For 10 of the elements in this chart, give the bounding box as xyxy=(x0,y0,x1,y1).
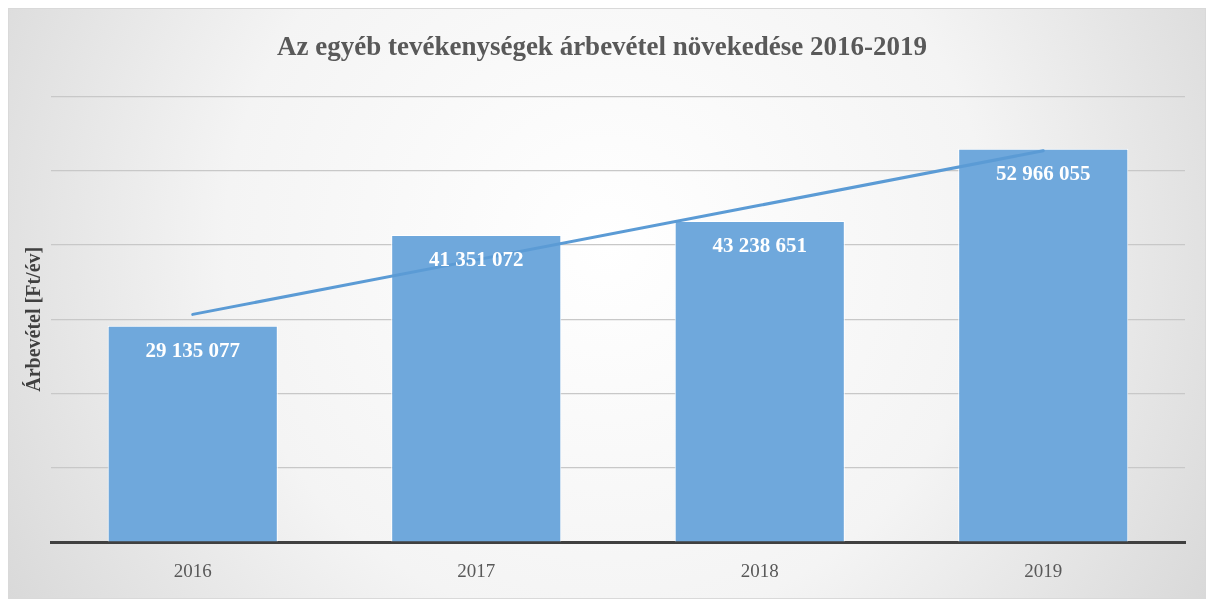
x-tick-label: 2016 xyxy=(173,559,212,581)
x-tick-label: 2017 xyxy=(457,559,496,581)
x-tick-label: 2018 xyxy=(740,559,779,581)
data-label: 52 966 055 xyxy=(996,161,1091,186)
data-label: 41 351 072 xyxy=(429,247,524,272)
chart-title: Az egyéb tevékenységek árbevétel növekedése 2016-2019 xyxy=(276,31,928,62)
x-tick-label: 2019 xyxy=(1024,559,1063,581)
y-axis-title: Árbevétel [Ft/év] xyxy=(22,246,45,392)
data-label: 43 238 651 xyxy=(712,233,807,258)
data-label: 29 135 077 xyxy=(145,338,240,363)
